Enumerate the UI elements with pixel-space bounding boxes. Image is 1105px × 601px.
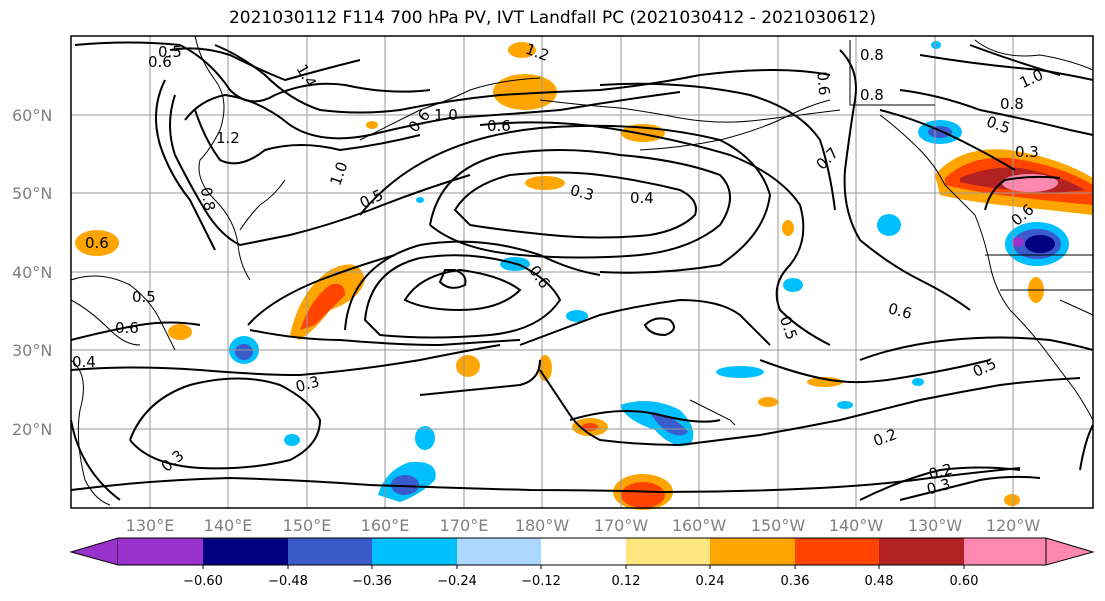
positive-anomaly [456,355,480,377]
colorbar-segment [457,538,541,565]
lon-label: 120°W [986,516,1041,535]
colorbar-segment [541,538,626,565]
colorbar-segment [710,538,795,565]
contour-label: 0.5 [132,288,156,306]
colorbar-segment [288,538,372,565]
positive-anomaly [300,283,345,330]
lon-label: 180°W [515,516,570,535]
lat-label: 30°N [12,341,52,360]
positive-anomaly [168,324,192,340]
contour-label: 0.6 [85,234,109,252]
contour-label: 0.6 [813,71,833,96]
contour-label: 1.0 [434,106,458,124]
negative-anomaly [912,378,924,386]
colorbar-tick-label: −0.36 [352,574,392,589]
lon-label: 150°E [283,516,332,535]
contour-label: 0.3 [1015,143,1039,161]
lon-label: 140°W [829,516,884,535]
positive-anomaly [782,220,794,236]
contour-label: 1.2 [216,129,240,147]
lon-label: 160°E [361,516,410,535]
contour-label: 0.3 [568,181,596,205]
negative-anomaly [837,401,853,409]
contour-label: 0.8 [860,86,884,104]
colorbar-segment [795,538,879,565]
negative-anomaly [716,366,764,378]
contour-label: 0.2 [927,460,955,484]
longitude-labels: 130°E 140°E 150°E 160°E 170°E 180°W 170°… [126,516,1041,535]
colorbar-segment [626,538,710,565]
colorbar-segment [964,538,1046,565]
colorbar-extend-min [69,537,119,566]
negative-anomaly [566,310,588,322]
map-frame [70,35,1094,509]
colorbar: −0.60 −0.48 −0.36 −0.24 −0.12 0.12 0.24 … [69,537,1095,589]
lon-label: 130°E [126,516,175,535]
lat-label: 40°N [12,263,52,282]
colorbar-segment [203,538,288,565]
colorbar-segment [879,538,964,565]
lon-label: 160°W [672,516,727,535]
colorbar-tick-label: −0.24 [437,574,477,589]
negative-anomaly [877,214,901,236]
lon-label: 140°E [204,516,253,535]
map-title: 2021030112 F114 700 hPa PV, IVT Landfall… [228,8,876,28]
negative-anomaly [650,412,688,436]
colorbar-extend-max [1045,537,1095,566]
negative-anomaly [1025,235,1055,253]
positive-anomaly [621,482,665,508]
contour-label: 0.8 [197,186,219,213]
latitude-labels: 60°N 50°N 40°N 30°N 20°N [12,106,52,439]
contour-label: 0.6 [487,117,511,135]
negative-anomaly [284,434,300,446]
positive-anomaly [508,42,536,58]
lat-label: 50°N [12,184,52,203]
colorbar-tick-label: −0.12 [521,574,561,589]
contour-label: 0.3 [925,475,953,499]
anomaly-shading [75,41,1093,510]
contour-label: 0.8 [860,46,884,64]
contour-label: 0.6 [886,299,914,323]
contour-label: 0.6 [148,53,172,71]
colorbar-tick-label: 0.12 [612,574,641,589]
colorbar-tick-label: −0.60 [183,574,223,589]
contour-label: 0.5 [158,43,182,61]
colorbar-tick-label: 0.48 [865,574,894,589]
lon-label: 170°E [440,516,489,535]
colorbar-tick-label: 0.60 [950,574,979,589]
positive-anomaly [525,176,565,190]
pv-contours [70,41,1094,501]
negative-anomaly [235,344,253,360]
colorbar-tick-label: 0.24 [696,574,725,589]
negative-anomaly [1012,237,1024,247]
contour-label: 0.4 [630,189,654,207]
negative-anomaly [391,475,419,495]
negative-anomaly [931,41,941,49]
colorbar-segment [372,538,457,565]
positive-anomaly [493,74,557,110]
negative-anomaly [783,278,803,292]
contour-label: 0.4 [72,353,96,371]
positive-anomaly [366,121,378,129]
lon-label: 150°W [751,516,806,535]
contour-label: 0.6 [115,319,139,337]
lat-label: 20°N [12,420,52,439]
positive-anomaly [75,230,119,256]
contour-label: 0.3 [294,372,322,396]
colorbar-segment [118,538,203,565]
lat-label: 60°N [12,106,52,125]
lon-label: 170°W [594,516,649,535]
colorbar-tick-label: 0.36 [781,574,810,589]
positive-anomaly [758,397,778,407]
colorbar-tick-label: −0.48 [268,574,308,589]
negative-anomaly [416,197,424,203]
positive-anomaly [807,377,843,387]
positive-anomaly [1004,494,1020,506]
contour-label: 0.8 [1000,95,1024,113]
negative-anomaly [415,426,435,450]
lon-label: 130°W [908,516,963,535]
